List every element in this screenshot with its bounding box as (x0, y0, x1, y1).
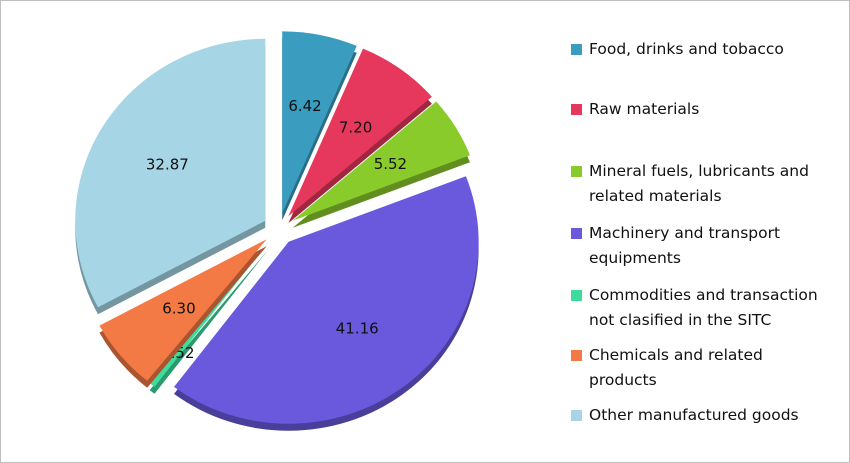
data-label: 41.16 (336, 319, 379, 337)
legend-item: Mineral fuels, lubricants and related ma… (571, 159, 821, 209)
slice-side (149, 248, 270, 394)
legend-label: Machinery and transport equipments (589, 224, 781, 267)
slice (288, 48, 432, 217)
data-label: 7.20 (339, 118, 372, 136)
data-label: 6.42 (288, 97, 321, 115)
legend-swatch (571, 166, 582, 177)
legend-swatch (571, 44, 582, 55)
legend-item: Machinery and transport equipments (571, 221, 821, 271)
legend-swatch (571, 228, 582, 239)
legend-label: Food, drinks and tobacco (589, 40, 784, 58)
legend-item: Other manufactured goods (571, 403, 821, 428)
legend-label: Commodities and transaction not clasifie… (589, 286, 818, 329)
slice (99, 239, 267, 381)
data-label: 6.30 (162, 299, 195, 317)
legend-swatch (571, 290, 582, 301)
legend-item: Food, drinks and tobacco (571, 37, 821, 62)
legend-item: Chemicals and related products (571, 343, 821, 393)
legend-label: Raw materials (589, 100, 700, 118)
legend-swatch (571, 104, 582, 115)
legend-label: Chemicals and related products (589, 346, 763, 389)
slice (174, 176, 479, 424)
slice (75, 38, 266, 308)
data-label: 5.52 (374, 155, 407, 173)
data-label: 32.87 (146, 155, 189, 173)
slice (292, 101, 470, 221)
slice (282, 31, 357, 214)
legend-swatch (571, 350, 582, 361)
legend-label: Mineral fuels, lubricants and related ma… (589, 162, 809, 205)
legend-swatch (571, 410, 582, 421)
legend-label: Other manufactured goods (589, 406, 799, 424)
legend-item: Raw materials (571, 97, 821, 122)
legend-item: Commodities and transaction not clasifie… (571, 283, 821, 333)
